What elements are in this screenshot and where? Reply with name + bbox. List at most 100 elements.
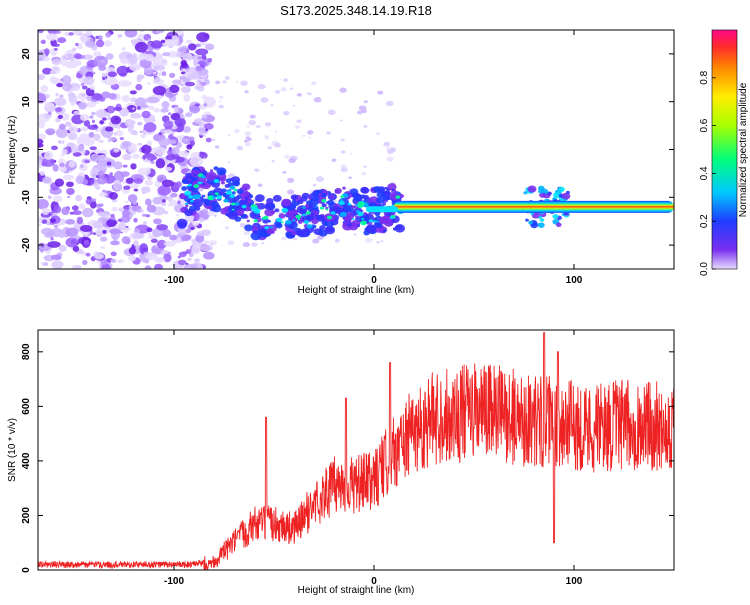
spectrogram-signal-blob xyxy=(201,194,205,198)
spectrogram-noise-blob xyxy=(82,207,94,218)
spectrogram-noise-blob xyxy=(157,185,171,196)
spectrogram-signal-blob xyxy=(356,224,361,227)
spectrogram-noise-blob xyxy=(144,198,152,206)
colorbar-tick-label: 0.2 xyxy=(699,214,710,228)
spectrogram-noise-blob xyxy=(161,71,167,77)
spectrogram-noise-blob xyxy=(129,90,137,95)
spectrogram-signal-core xyxy=(355,204,358,207)
y-tick-label: 20 xyxy=(21,48,32,60)
spectrogram-faint-blob xyxy=(312,238,320,244)
spectrogram-signal-core xyxy=(309,225,312,227)
spectrogram-faint-blob xyxy=(356,110,363,115)
spectrogram-noise-blob xyxy=(178,251,187,258)
spectrogram-signal-core xyxy=(360,220,367,226)
spectrogram-noise-blob xyxy=(205,137,212,143)
spectrogram-signal-core xyxy=(184,202,188,205)
spectrogram-noise-blob xyxy=(72,152,82,157)
spectrogram-noise-blob xyxy=(45,128,56,135)
spectrogram-signal-blob xyxy=(360,186,369,194)
spectrogram-faint-blob xyxy=(311,81,317,86)
spectrogram-signal-blob xyxy=(380,188,384,192)
spectrogram-noise-blob xyxy=(121,140,132,147)
spectrogram-noise-blob xyxy=(154,76,161,83)
spectrogram-noise-blob xyxy=(120,58,130,65)
spectrogram-noise-blob xyxy=(123,209,129,214)
spectrogram-signal-blob xyxy=(181,178,189,185)
spectrogram-signal-core xyxy=(200,181,203,184)
spectrogram-signal-core xyxy=(214,192,219,196)
spectrogram-faint-blob xyxy=(244,141,251,147)
spectrogram-noise-blob xyxy=(124,30,138,38)
spectrogram-noise-blob xyxy=(158,132,163,136)
spectrogram-noise-blob xyxy=(106,105,116,114)
spectrogram-signal-blob xyxy=(363,194,369,200)
spectrogram-noise-blob xyxy=(49,76,58,84)
spectrogram-faint-blob xyxy=(333,199,337,203)
spectrogram-noise-blob xyxy=(43,150,53,160)
spectrogram-noise-blob xyxy=(141,110,151,119)
spectrogram-noise-blob xyxy=(197,60,206,68)
spectrogram-noise-blob xyxy=(128,247,137,255)
spectrogram-noise-blob xyxy=(160,108,169,113)
spectrogram-noise-blob xyxy=(84,159,90,164)
spectrogram-signal-core xyxy=(326,215,333,220)
spectrogram-signal-core xyxy=(375,220,379,223)
spectrogram-signal-blob xyxy=(266,228,274,235)
spectrogram-noise-blob xyxy=(100,245,106,249)
spectrogram-faint-blob xyxy=(212,138,216,141)
spectrogram-faint-blob xyxy=(274,142,281,148)
spectrogram-noise-blob xyxy=(113,161,123,170)
spectrogram-signal-blob xyxy=(244,196,249,201)
colorbar-gradient xyxy=(711,29,738,270)
spectrogram-signal-blob xyxy=(286,210,295,217)
spectrogram-faint-blob xyxy=(240,80,248,86)
spectrogram-noise-blob xyxy=(93,51,102,57)
spectrogram-noise-blob xyxy=(89,85,96,90)
spectrogram-faint-blob xyxy=(284,154,290,159)
y-tick-label: 10 xyxy=(21,96,32,108)
spectrogram-signal-blob xyxy=(291,231,297,236)
snr-series-line xyxy=(38,332,674,570)
spectrogram-noise-blob xyxy=(76,136,84,145)
spectrogram-noise-blob xyxy=(86,101,97,108)
spectrogram-faint-blob xyxy=(239,222,247,228)
y-tick-label: -20 xyxy=(21,237,32,252)
spectrogram-noise-blob xyxy=(67,195,71,198)
spectrogram-signal-core xyxy=(231,208,235,211)
spectrogram-noise-blob xyxy=(177,46,187,54)
snr-x-label: Height of straight line (km) xyxy=(298,585,415,596)
spectrogram-noise-blob xyxy=(85,40,96,48)
spectrogram-noise-blob xyxy=(93,133,101,141)
spectrogram-noise-blob xyxy=(52,195,63,203)
spectrogram-faint-blob xyxy=(380,240,384,243)
spectrogram-noise-blob xyxy=(78,238,82,241)
spectrogram-noise-blob xyxy=(163,253,172,263)
spectrogram-signal-blob xyxy=(264,205,269,210)
spectrogram-noise-blob xyxy=(105,53,114,60)
spectrogram-signal-core xyxy=(192,194,199,200)
spectrogram-faint-blob xyxy=(274,130,278,133)
spectrogram-noise-blob xyxy=(49,70,56,75)
spectrogram-signal-core xyxy=(231,202,236,206)
spectrogram-signal-blob xyxy=(231,191,236,195)
spectrogram-signal-blob xyxy=(314,214,321,220)
spectrogram-signal-core xyxy=(368,219,374,223)
spectrogram-noise-blob xyxy=(204,43,215,51)
spectrogram-signal-core xyxy=(276,217,283,223)
spectrogram-noise-blob xyxy=(169,72,176,79)
spectrogram-faint-blob xyxy=(334,238,340,243)
spectrogram-noise-blob xyxy=(98,192,108,197)
spectrogram-faint-blob xyxy=(307,130,314,135)
spectrogram-noise-blob xyxy=(121,95,131,102)
spectrogram-signal-blob xyxy=(391,188,395,192)
spectrogram-signal-blob xyxy=(291,199,297,204)
spectrogram-noise-blob xyxy=(177,226,187,234)
spectrogram-noise-blob xyxy=(99,236,108,242)
spectrogram-noise-blob xyxy=(88,178,95,185)
spectrogram-tone-band xyxy=(394,200,674,213)
spectrogram-noise-blob xyxy=(187,43,197,51)
spectrogram-noise-blob xyxy=(106,157,110,161)
spectrogram-signal-blob xyxy=(220,181,225,185)
spectrogram-noise-blob xyxy=(133,178,144,184)
colorbar-tick-label: 0.8 xyxy=(699,70,710,84)
